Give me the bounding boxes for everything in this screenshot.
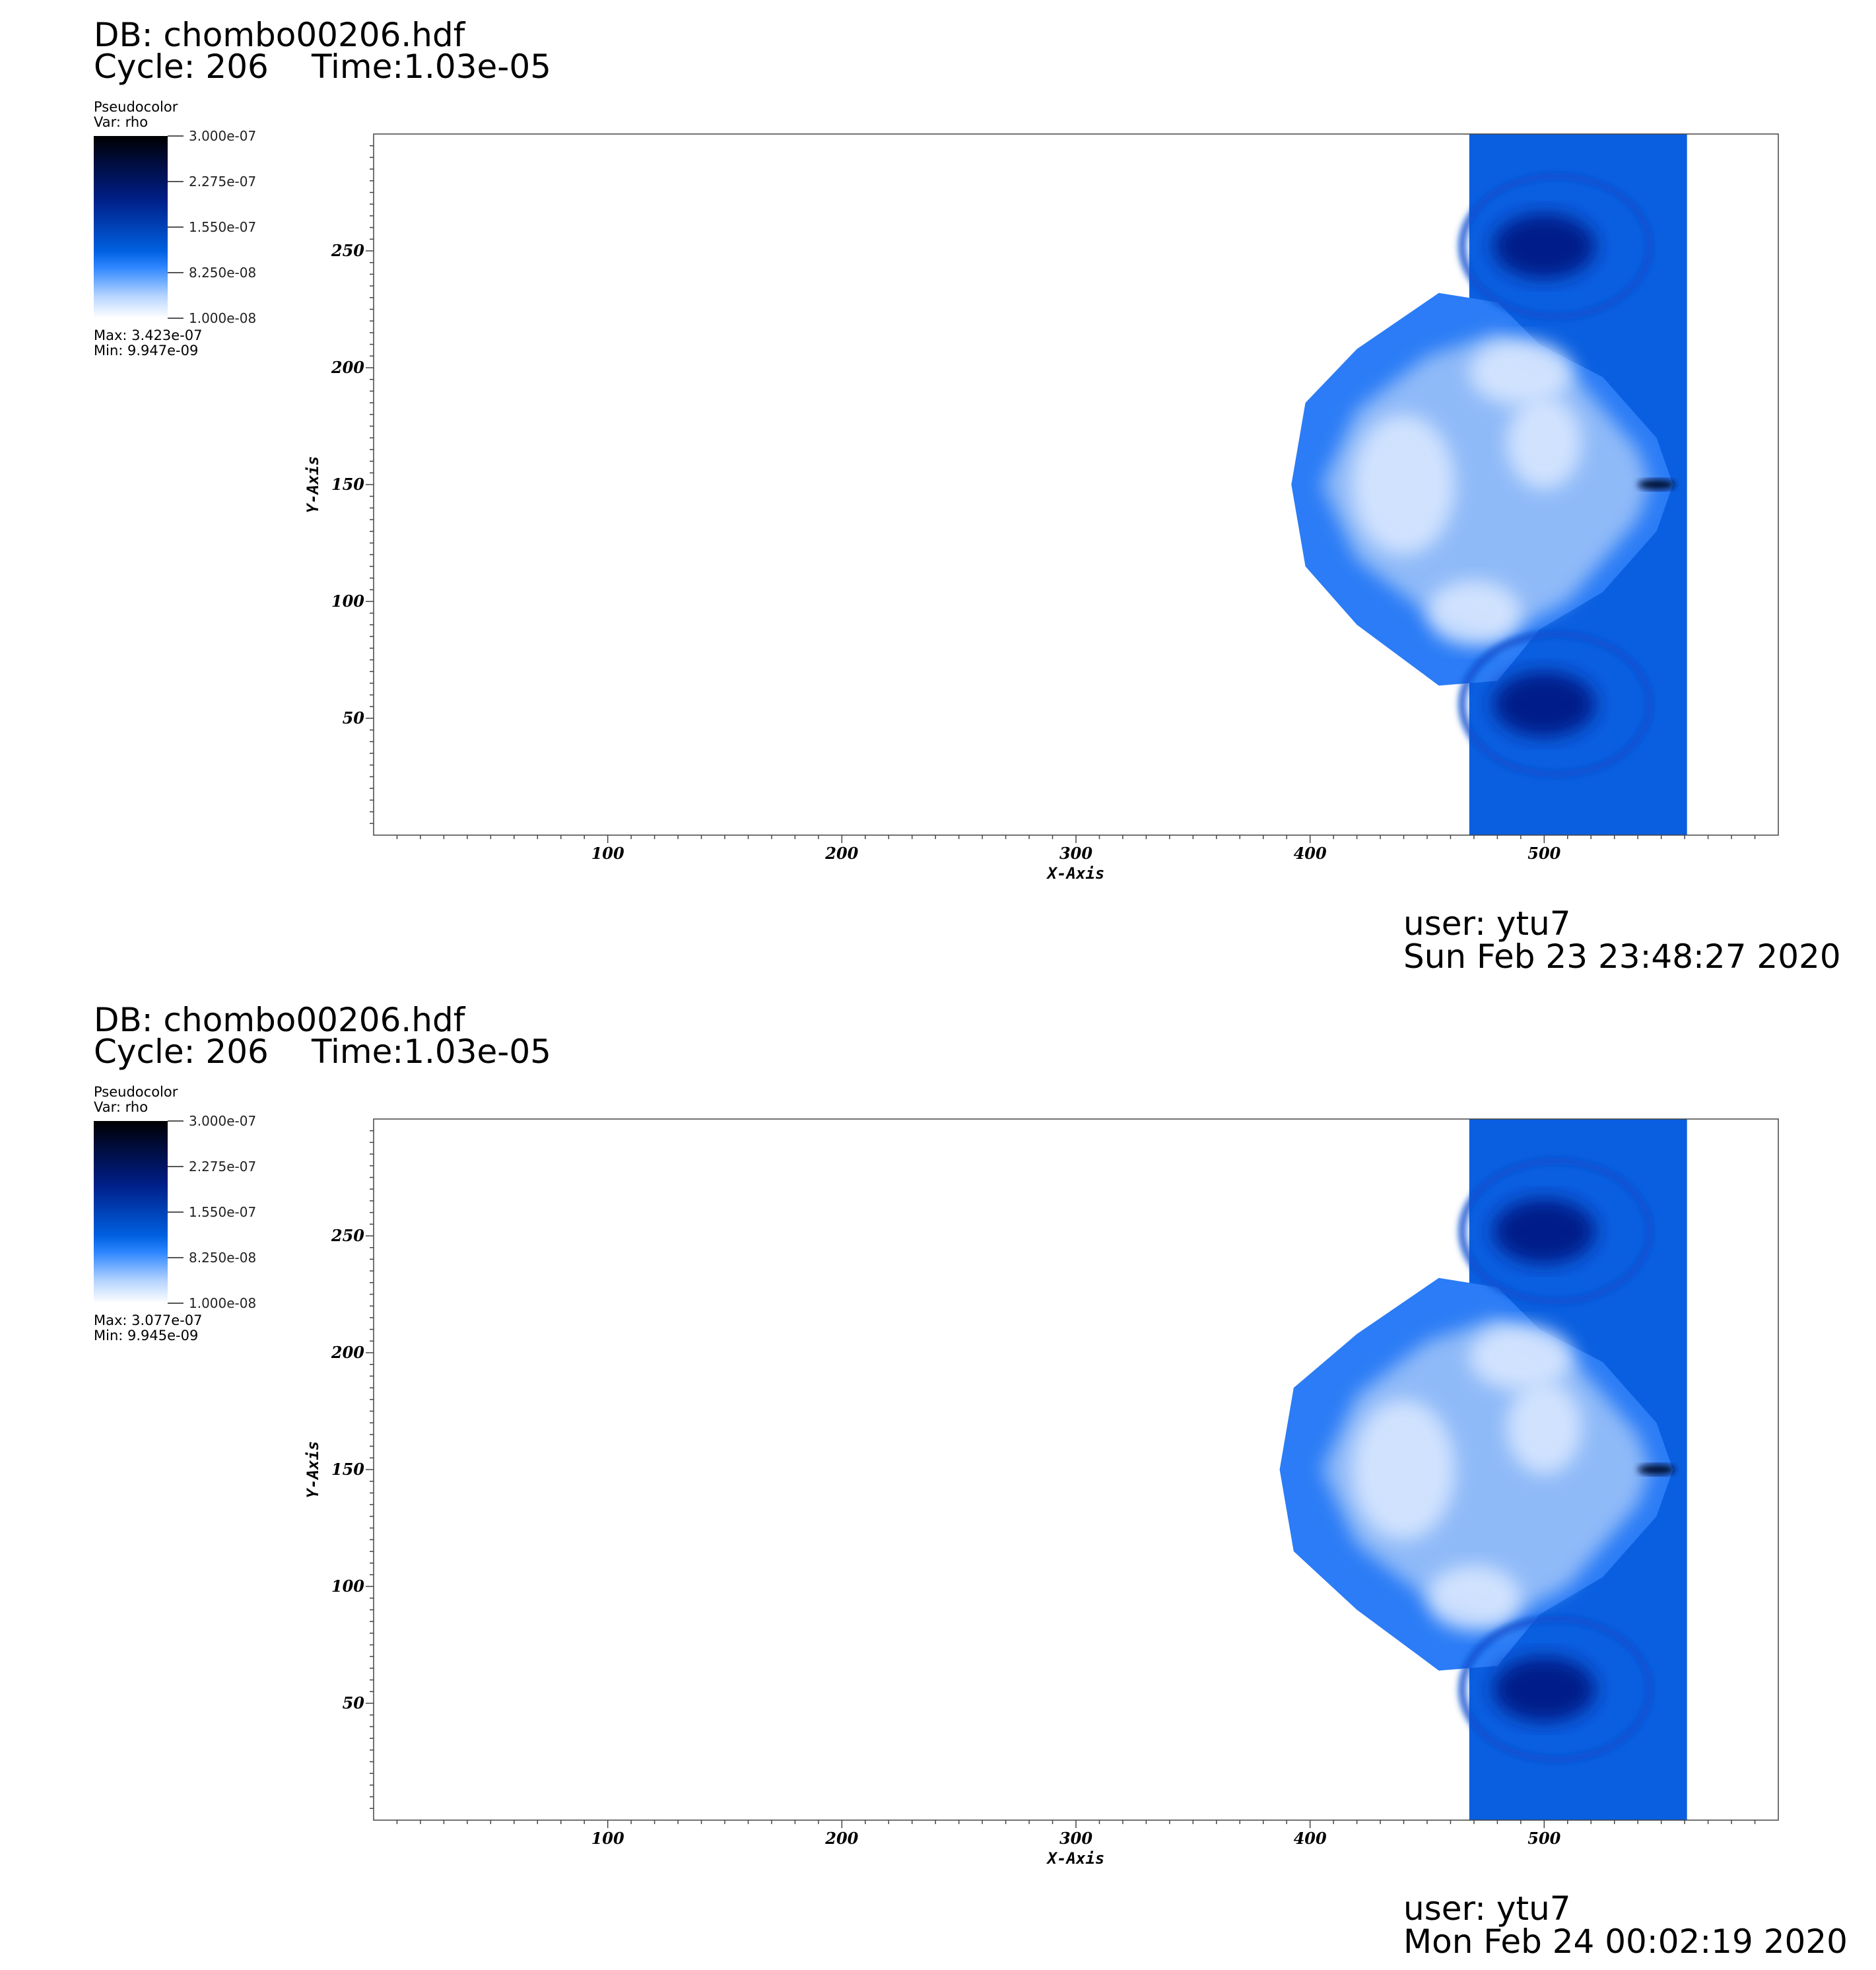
y-tick-label: 50 — [343, 708, 365, 728]
colorbar-label: 8.250e-08 — [189, 265, 257, 281]
dense-jet — [1638, 479, 1675, 490]
y-tick-label: 100 — [331, 1577, 364, 1596]
colorbar-tick — [168, 1257, 184, 1258]
x-tick-label: 400 — [1294, 1829, 1327, 1848]
y-tick-label: 250 — [331, 241, 364, 260]
density-field — [1291, 134, 1687, 835]
low-density-region — [1469, 339, 1572, 405]
shock-arc-upper — [1459, 1157, 1653, 1305]
density-field — [1279, 1119, 1687, 1820]
legend-var: Var: rho — [94, 114, 149, 130]
user-label: user: ytu7 — [1403, 1889, 1571, 1928]
colorbar — [94, 1121, 168, 1303]
time-value: Time:1.03e-05 — [312, 1033, 551, 1071]
y-tick-label: 200 — [331, 1343, 364, 1362]
cycle-value: Cycle: 206 — [94, 48, 269, 86]
vortex-lower — [1492, 671, 1596, 737]
y-tick-label: 150 — [331, 475, 364, 494]
min-label: Min: 9.947e-09 — [94, 343, 199, 358]
y-axis-label: Y-Axis — [304, 456, 322, 514]
vortex-upper — [1492, 1198, 1596, 1264]
x-tick-label: 500 — [1527, 844, 1560, 863]
low-density-region — [1427, 580, 1521, 646]
x-tick-label: 500 — [1527, 1829, 1560, 1848]
x-tick-label: 300 — [1059, 844, 1092, 863]
visit-panel-1: DB: chombo00206.hdf Cycle: 206 Time:1.03… — [94, 16, 1841, 976]
colorbar-tick — [168, 1166, 184, 1167]
legend-title: Pseudocolor — [94, 99, 178, 115]
cycle-value: Cycle: 206 — [94, 1033, 269, 1071]
colorbar-tick — [168, 1211, 184, 1213]
shock-arc-lower — [1459, 1615, 1653, 1763]
x-tick-label: 200 — [824, 844, 858, 863]
colorbar — [94, 136, 168, 318]
pseudocolor-plot: 100 200 300 400 500 50 100 150 200 250 X-Axis Y-Axi… — [304, 133, 1779, 883]
colorbar-tick — [168, 272, 184, 273]
pseudocolor-plot: 100 200 300 400 500 50 100 150 200 250 X-Axis Y-Axi… — [304, 1118, 1779, 1868]
date-label: Sun Feb 23 23:48:27 2020 — [1403, 937, 1841, 976]
vortex-lower — [1492, 1656, 1596, 1722]
user-label: user: ytu7 — [1403, 904, 1571, 943]
colorbar-label: 2.275e-07 — [189, 1159, 257, 1174]
colorbar-tick — [168, 318, 184, 319]
low-density-region — [1506, 395, 1582, 490]
y-tick-label: 50 — [343, 1693, 365, 1713]
y-tick-label: 100 — [331, 592, 364, 611]
colorbar-label: 1.000e-08 — [189, 1295, 257, 1311]
shock-arc-lower — [1459, 630, 1653, 778]
colorbar-label: 1.550e-07 — [189, 1204, 257, 1220]
cycle-label: Cycle: 206 Time:1.03e-05 — [94, 48, 551, 86]
x-tick-label: 300 — [1059, 1829, 1092, 1848]
colorbar-tick — [168, 1120, 184, 1122]
x-tick-label: 100 — [591, 1829, 624, 1848]
colorbar-label: 2.275e-07 — [189, 174, 257, 189]
y-axis-label: Y-Axis — [304, 1441, 322, 1499]
visit-panel-2: DB: chombo00206.hdf Cycle: 206 Time:1.03… — [0, 985, 1876, 1970]
cycle-label: Cycle: 206 Time:1.03e-05 — [94, 1033, 551, 1071]
colorbar-label: 1.550e-07 — [189, 219, 257, 235]
legend-var: Var: rho — [94, 1099, 149, 1115]
y-tick-label: 200 — [331, 358, 364, 377]
colorbar-label: 1.000e-08 — [189, 310, 257, 326]
low-density-region — [1506, 1380, 1582, 1475]
shock-arc-upper — [1459, 172, 1653, 320]
x-tick-label: 100 — [591, 844, 624, 863]
colorbar-tick — [168, 1303, 184, 1304]
x-axis-label: X-Axis — [1046, 864, 1105, 883]
low-density-region — [1469, 1324, 1572, 1390]
low-density-region — [1427, 1565, 1521, 1631]
max-label: Max: 3.423e-07 — [94, 327, 203, 343]
date-label: Mon Feb 24 00:02:19 2020 — [1403, 1922, 1848, 1961]
max-label: Max: 3.077e-07 — [94, 1312, 203, 1328]
vortex-upper — [1492, 213, 1596, 279]
y-tick-label: 250 — [331, 1226, 364, 1245]
colorbar-label: 3.000e-07 — [189, 1113, 257, 1129]
x-tick-label: 200 — [824, 1829, 858, 1848]
colorbar-label: 8.250e-08 — [189, 1250, 257, 1266]
low-density-region — [1352, 1399, 1456, 1540]
low-density-region — [1352, 414, 1456, 555]
colorbar-tick — [168, 226, 184, 228]
colorbar-tick — [168, 181, 184, 182]
database-name: DB: chombo00206.hdf — [94, 16, 465, 54]
colorbar-tick — [168, 135, 184, 137]
y-tick-label: 150 — [331, 1460, 364, 1479]
x-axis-label: X-Axis — [1046, 1849, 1105, 1868]
time-value: Time:1.03e-05 — [312, 48, 551, 86]
legend-title: Pseudocolor — [94, 1084, 178, 1100]
min-label: Min: 9.945e-09 — [94, 1328, 199, 1343]
colorbar-label: 3.000e-07 — [189, 128, 257, 144]
x-tick-label: 400 — [1294, 844, 1327, 863]
database-name: DB: chombo00206.hdf — [94, 1001, 465, 1039]
dense-jet — [1638, 1464, 1675, 1475]
